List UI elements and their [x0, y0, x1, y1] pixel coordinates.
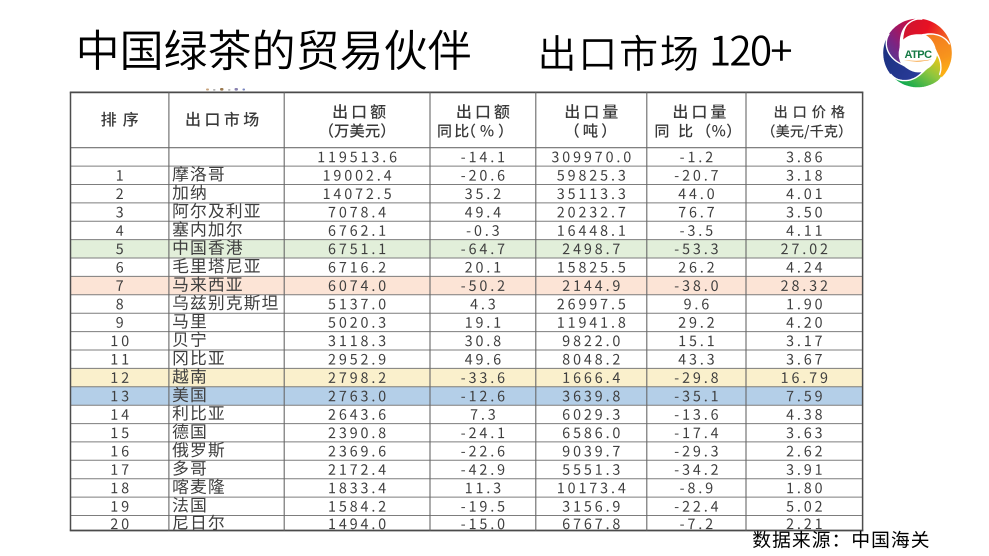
- svg-text:ATPC: ATPC: [904, 49, 932, 61]
